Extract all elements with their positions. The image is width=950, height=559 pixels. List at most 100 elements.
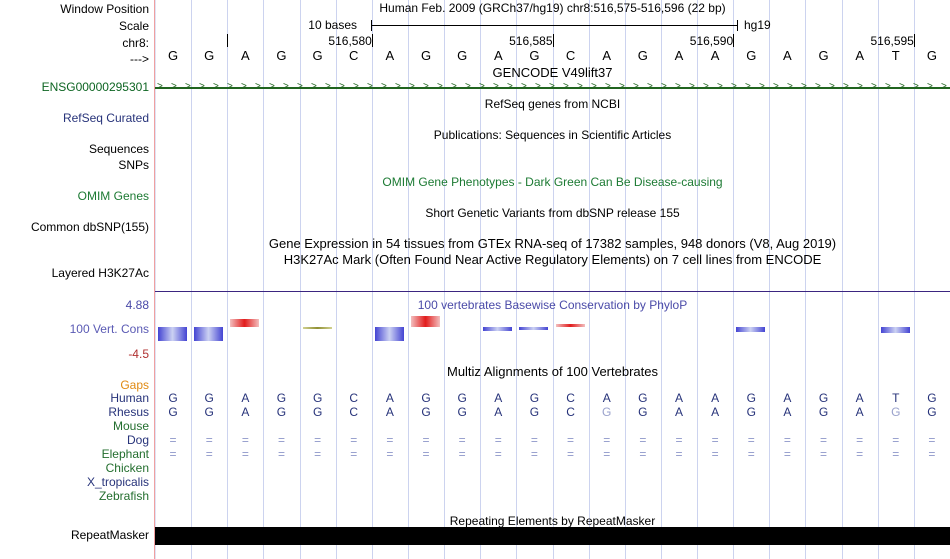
ruler-base: A <box>602 48 612 63</box>
multiz-unaligned-mark: = <box>205 447 213 461</box>
base-gridline <box>842 0 843 559</box>
coordinate-tick <box>371 34 373 47</box>
multiz-unaligned-mark: = <box>856 433 864 447</box>
species-label-chicken[interactable]: Chicken <box>105 461 149 475</box>
label-track-gencode[interactable]: ENSG00000295301 <box>41 80 149 94</box>
ruler-base: G <box>746 48 757 63</box>
species-label-zebrafish[interactable]: Zebrafish <box>98 489 149 503</box>
track-title-gencode: GENCODE V49lift37 <box>492 65 613 80</box>
ruler-base: G <box>420 48 432 63</box>
ruler-base: A <box>783 48 792 63</box>
multiz-base: G <box>638 391 648 405</box>
assembly-position-title: Human Feb. 2009 (GRCh37/hg19) chr8:516,5… <box>379 1 726 15</box>
multiz-base: G <box>421 391 431 405</box>
multiz-base: A <box>602 391 611 405</box>
multiz-unaligned-mark: = <box>747 447 755 461</box>
phylop-bar <box>374 327 404 342</box>
strand-arrow-icon: > <box>409 81 415 92</box>
strand-arrow-icon: > <box>283 81 289 92</box>
strand-arrow-icon: > <box>549 81 555 92</box>
strand-arrow-icon: > <box>605 81 611 92</box>
multiz-base: G <box>421 405 431 419</box>
strand-arrow-icon: > <box>647 81 653 92</box>
strand-arrow-icon: > <box>507 81 513 92</box>
multiz-unaligned-mark: = <box>494 433 502 447</box>
multiz-base: A <box>385 391 394 405</box>
multiz-unaligned-mark: = <box>783 447 791 461</box>
ruler-base: A <box>855 48 864 63</box>
multiz-unaligned-mark: = <box>530 433 538 447</box>
phylop-wiggle-plot <box>155 292 950 360</box>
multiz-unaligned-mark: = <box>350 433 358 447</box>
species-label-dog[interactable]: Dog <box>126 433 149 447</box>
multiz-unaligned-mark: = <box>205 433 213 447</box>
label-track-omim-genes[interactable]: OMIM Genes <box>77 189 149 203</box>
scale-bar-label: 10 bases <box>308 18 357 32</box>
coordinate-tick <box>227 34 229 47</box>
multiz-base: G <box>204 391 214 405</box>
multiz-base: C <box>566 391 575 405</box>
multiz-base: G <box>276 391 287 405</box>
coordinate-tick <box>913 34 915 47</box>
multiz-base: G <box>312 391 323 405</box>
strand-arrow-icon: > <box>451 81 457 92</box>
strand-arrow-icon: > <box>171 81 177 92</box>
label-track-100-vert-cons[interactable]: 100 Vert. Cons <box>69 322 149 336</box>
multiz-base: G <box>312 405 323 419</box>
ruler-base: G <box>204 48 215 63</box>
label-scale: Scale <box>118 19 149 33</box>
label-track-snps[interactable]: SNPs <box>118 158 149 172</box>
coordinate-tick <box>552 34 554 47</box>
window-left-boundary-line <box>154 0 155 559</box>
label-track-repeatmasker[interactable]: RepeatMasker <box>70 528 149 542</box>
phylop-bar <box>302 327 332 330</box>
base-gridline <box>480 0 481 559</box>
multiz-base: A <box>494 405 503 419</box>
label-chrom: chr8: <box>122 36 149 50</box>
multiz-unaligned-mark: = <box>277 433 285 447</box>
label-track-layered-h3k27ac[interactable]: Layered H3K27Ac <box>51 266 149 280</box>
species-label-human[interactable]: Human <box>110 391 149 405</box>
multiz-base: A <box>241 391 250 405</box>
multiz-base: T <box>892 391 900 405</box>
multiz-unaligned-mark: = <box>422 433 430 447</box>
base-gridline <box>769 0 770 559</box>
base-gridline <box>553 0 554 559</box>
ruler-base: A <box>674 48 684 63</box>
ruler-base: A <box>493 48 503 63</box>
strand-arrow-icon: > <box>591 81 597 92</box>
species-label-x_tropicalis[interactable]: X_tropicalis <box>86 475 149 489</box>
coordinate-label: 516,590 <box>689 34 734 48</box>
phylop-bar <box>555 324 585 328</box>
species-label-mouse[interactable]: Mouse <box>112 419 149 433</box>
base-gridline <box>589 0 590 559</box>
strand-arrow-icon: > <box>675 81 681 92</box>
multiz-unaligned-mark: = <box>567 447 575 461</box>
track-label-column: Window Position Scale chr8: ---> ENSG000… <box>0 0 153 559</box>
ruler-base: A <box>385 48 395 63</box>
label-gaps: Gaps <box>120 378 149 392</box>
multiz-base: A <box>674 391 683 405</box>
species-label-elephant[interactable]: Elephant <box>101 447 149 461</box>
strand-arrow-icon: > <box>521 81 527 92</box>
coordinate-label: 516,585 <box>509 34 553 48</box>
base-gridline <box>516 0 517 559</box>
multiz-base: A <box>674 405 683 419</box>
label-strand-arrow[interactable]: ---> <box>130 52 149 66</box>
label-track-common-dbsnp[interactable]: Common dbSNP(155) <box>30 220 149 234</box>
strand-arrow-icon: > <box>437 81 443 92</box>
multiz-unaligned-mark: = <box>675 433 683 447</box>
repeatmasker-bar[interactable] <box>155 527 950 545</box>
label-track-refseq-curated[interactable]: RefSeq Curated <box>62 111 149 125</box>
label-window-position: Window Position <box>60 2 149 16</box>
strand-arrow-icon: > <box>381 81 387 92</box>
strand-arrow-icon: > <box>227 81 233 92</box>
ruler-base: G <box>926 48 937 63</box>
phylop-bar <box>483 327 513 331</box>
phylop-bar <box>519 327 549 330</box>
multiz-unaligned-mark: = <box>892 433 900 447</box>
species-label-rhesus[interactable]: Rhesus <box>108 405 149 419</box>
multiz-base: A <box>494 391 503 405</box>
label-track-sequences[interactable]: Sequences <box>88 142 149 156</box>
ruler-base: G <box>276 48 287 63</box>
